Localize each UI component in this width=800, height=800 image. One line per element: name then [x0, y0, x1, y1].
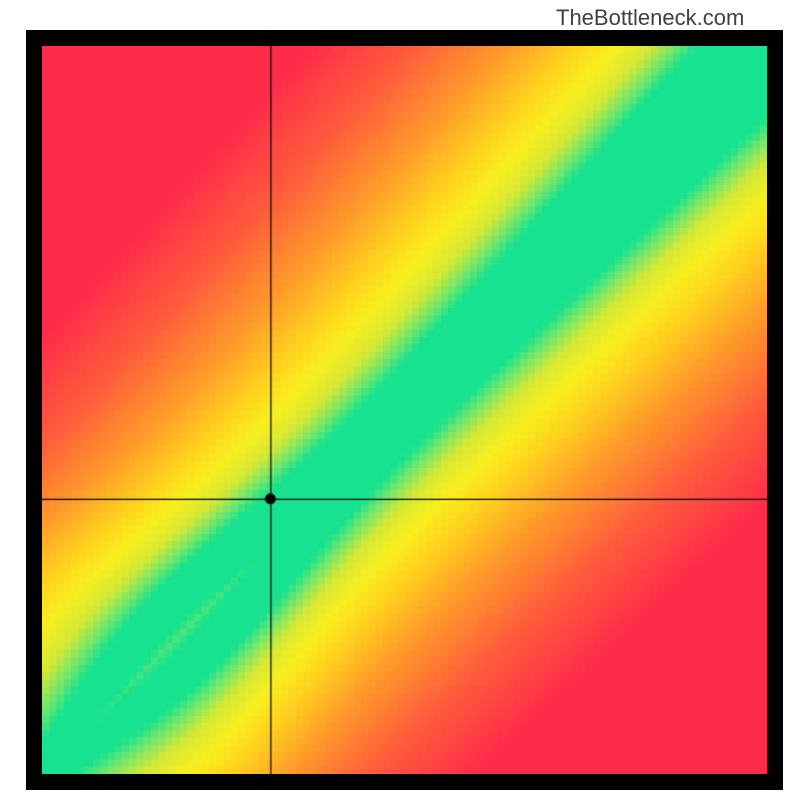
watermark-text: TheBottleneck.com: [556, 5, 744, 31]
frame-top: [26, 30, 783, 46]
frame-left: [26, 30, 42, 790]
frame-bottom: [26, 774, 783, 790]
crosshair-overlay: [42, 46, 767, 774]
frame-right: [767, 30, 783, 790]
chart-container: TheBottleneck.com: [0, 0, 800, 800]
